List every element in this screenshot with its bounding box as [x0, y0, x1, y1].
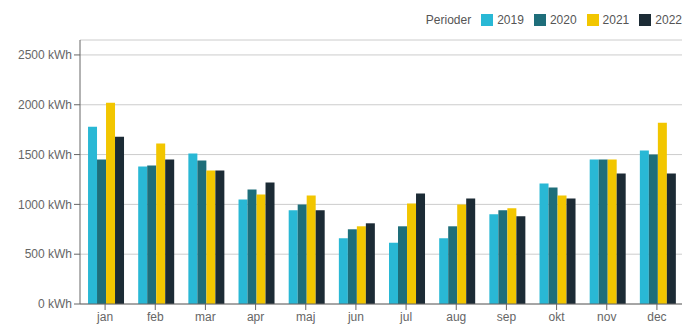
svg-text:maj: maj [296, 310, 315, 324]
svg-text:jul: jul [399, 310, 412, 324]
svg-text:okt: okt [549, 310, 566, 324]
svg-text:mar: mar [195, 310, 216, 324]
svg-text:sep: sep [497, 310, 517, 324]
svg-text:2000 kWh: 2000 kWh [18, 98, 72, 112]
svg-text:nov: nov [597, 310, 616, 324]
html-text:2019: 2019 [497, 13, 524, 27]
html-text:2021: 2021 [602, 13, 630, 27]
svg-text:jun: jun [347, 310, 364, 324]
svg-text:apr: apr [247, 310, 264, 324]
html-text:2020: 2020 [549, 13, 577, 27]
svg-text:dec: dec [647, 310, 666, 324]
svg-text:jan: jan [96, 310, 113, 324]
svg-text:2500 kWh: 2500 kWh [18, 48, 72, 62]
svg-text:1000 kWh: 1000 kWh [18, 198, 72, 212]
html-text:2022: 2022 [655, 13, 682, 27]
svg-text:500 kWh: 500 kWh [25, 247, 72, 261]
svg-text:0 kWh: 0 kWh [38, 297, 72, 311]
svg-text:aug: aug [446, 310, 466, 324]
svg-text:feb: feb [147, 310, 164, 324]
svg-text:1500 kWh: 1500 kWh [18, 148, 72, 162]
html-text:Perioder: Perioder [425, 13, 472, 27]
